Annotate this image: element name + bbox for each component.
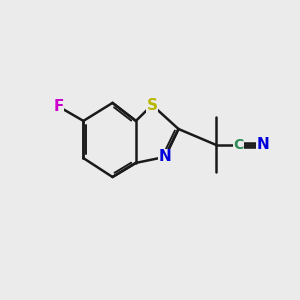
Text: S: S [147,98,158,112]
Text: N: N [159,149,171,164]
Text: F: F [53,99,64,114]
Text: C: C [233,138,244,152]
Text: N: N [257,137,270,152]
